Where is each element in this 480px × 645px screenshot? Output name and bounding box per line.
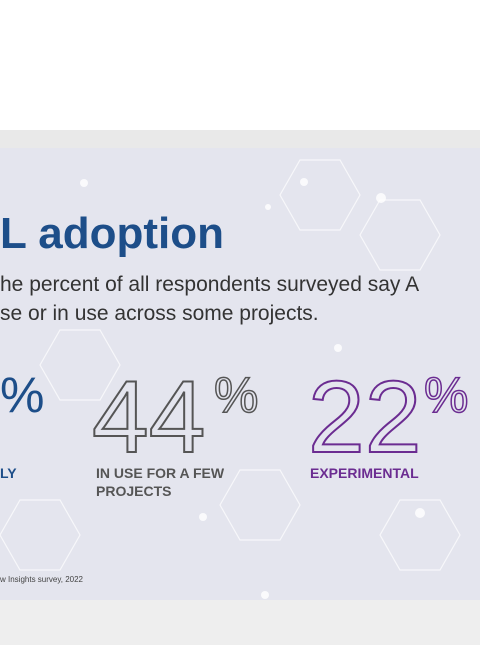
stat-value: 22	[308, 360, 421, 474]
stat-value: 44	[92, 360, 205, 474]
dot	[80, 179, 88, 187]
stat-label: IN USE FOR A FEW	[96, 465, 225, 481]
background-pattern	[0, 159, 461, 599]
stat-label: EXPERIMENTAL	[310, 465, 419, 481]
subtitle-line: he percent of all respondents surveyed s…	[0, 273, 419, 296]
source-note: w Insights survey, 2022	[0, 575, 84, 584]
stat-unit: %	[424, 367, 468, 423]
dot	[376, 193, 386, 203]
infographic-panel	[0, 148, 480, 600]
hexagon	[0, 499, 81, 571]
dot	[265, 204, 271, 210]
stat-unit: %	[0, 367, 44, 423]
stat-label: LY	[0, 465, 17, 481]
dot	[415, 508, 425, 518]
dot	[261, 591, 269, 599]
dot	[199, 513, 207, 521]
bottom-area	[0, 600, 480, 645]
hexagon	[379, 499, 461, 571]
title: L adoption	[0, 209, 224, 258]
dot	[334, 344, 342, 352]
hexagon	[359, 199, 441, 271]
hexagon	[279, 159, 361, 231]
subtitle-line: se or in use across some projects.	[0, 302, 319, 325]
stat-label: PROJECTS	[96, 483, 171, 499]
hexagon	[39, 329, 121, 401]
stat-unit: %	[214, 367, 258, 423]
top-border	[0, 130, 480, 148]
dot	[300, 178, 308, 186]
hexagon	[219, 469, 301, 541]
top-area	[0, 0, 480, 130]
